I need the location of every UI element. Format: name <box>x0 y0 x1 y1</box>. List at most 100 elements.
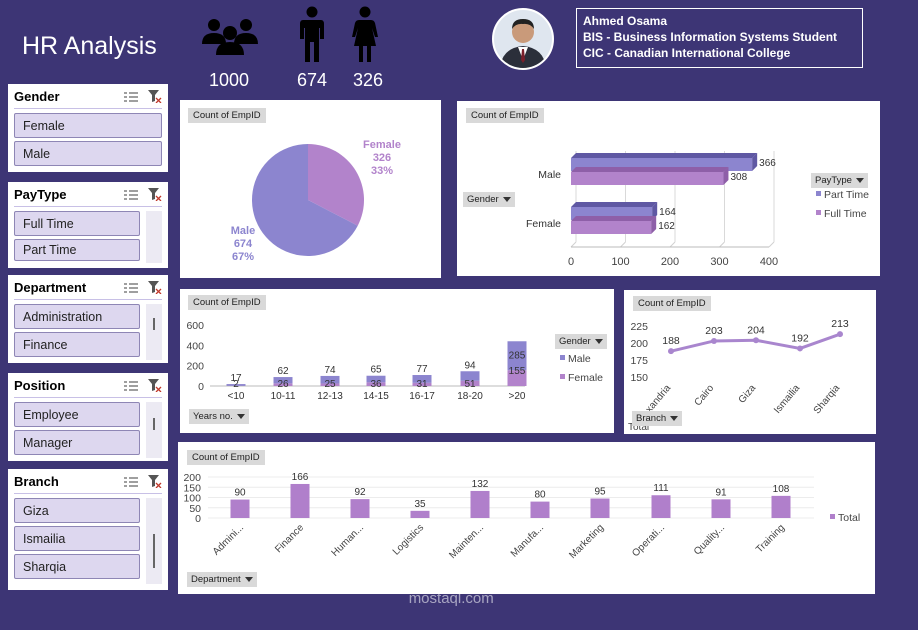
data-label: 35 <box>414 499 426 510</box>
pie-value-male: 674 <box>234 238 253 250</box>
slicer-title: Department <box>14 280 87 295</box>
y-tick-label: 100 <box>183 493 201 505</box>
gender-pie-panel: Count of EmpID Female 326 33% Male 674 67% <box>180 100 441 278</box>
slicer-scrollbar[interactable] <box>146 498 162 584</box>
bar-side <box>723 167 729 185</box>
pie-slice-male <box>252 144 358 256</box>
multi-select-icon[interactable] <box>124 189 138 201</box>
clear-filter-icon[interactable] <box>148 90 162 103</box>
line-point <box>668 348 674 355</box>
data-label-male: 17 <box>230 373 242 384</box>
data-label: 92 <box>354 487 366 498</box>
multi-select-icon[interactable] <box>124 476 138 488</box>
y-tick-label: 0 <box>195 513 201 525</box>
slicer-item-administration[interactable]: Administration <box>14 304 140 329</box>
value-field-tag[interactable]: Count of EmpID <box>187 450 265 465</box>
value-field-tag[interactable]: Count of EmpID <box>188 108 266 123</box>
slicer-item-ismailia[interactable]: Ismailia <box>14 526 140 551</box>
value-field-tag[interactable]: Count of EmpID <box>188 295 266 310</box>
category-label: Mainten... <box>447 522 486 561</box>
slicer-title: Branch <box>14 474 59 489</box>
years-column-chart: 0 200 400 600 <10 172 10-11 62 26 12-13 74 25 14-15 6… <box>186 320 603 402</box>
grid-foot <box>620 241 626 248</box>
bar-department <box>530 501 550 518</box>
pie-value-female: 326 <box>373 152 391 164</box>
legend-swatch <box>560 374 565 379</box>
bar-side <box>651 216 657 234</box>
slicer-item-manager[interactable]: Manager <box>14 430 140 455</box>
category-label: Sharqia <box>812 383 843 417</box>
clear-filter-icon[interactable] <box>148 188 162 201</box>
category-label: Male <box>538 169 561 181</box>
branch-line-panel: Count of EmpID 150 175 200 225 188 xandria 203… <box>624 290 876 434</box>
category-label: Marketing <box>567 522 606 561</box>
years-field-button[interactable]: Years no. <box>189 409 249 424</box>
bar-department <box>290 483 310 518</box>
legend-label: Male <box>568 353 591 365</box>
slicer-item-sharqia[interactable]: Sharqia <box>14 554 140 579</box>
category-label: Female <box>526 218 561 230</box>
paytype-field-button[interactable]: PayType <box>811 173 868 188</box>
bar-female <box>273 383 293 386</box>
x-tick-label: 0 <box>568 256 574 268</box>
profile-card: Ahmed Osama BIS - Business Information S… <box>576 8 863 68</box>
total-fragment: Total <box>628 422 649 433</box>
branch-field-button[interactable]: Branch <box>632 411 683 426</box>
clear-filter-icon[interactable] <box>148 281 162 294</box>
clear-filter-icon[interactable] <box>148 475 162 488</box>
multi-select-icon[interactable] <box>124 282 138 294</box>
slicer-item-employee[interactable]: Employee <box>14 402 140 427</box>
x-tick-label: 200 <box>661 256 679 268</box>
line-point <box>711 337 717 344</box>
legend-label: Female <box>568 372 603 384</box>
y-tick-label: 200 <box>186 361 204 373</box>
clear-filter-icon[interactable] <box>148 379 162 392</box>
slicer-item-female[interactable]: Female <box>14 113 162 138</box>
multi-select-icon[interactable] <box>124 380 138 392</box>
category-label: 18-20 <box>457 391 483 402</box>
slicer-item-giza[interactable]: Giza <box>14 498 140 523</box>
bar-department <box>711 499 731 518</box>
bar-female <box>366 382 386 386</box>
multi-select-icon[interactable] <box>124 91 138 103</box>
data-label: 95 <box>594 487 606 498</box>
paytype-slicer: PayType Full Time Part Time <box>8 182 168 268</box>
grid-foot <box>570 241 577 248</box>
department-field-button[interactable]: Department <box>187 572 257 587</box>
app-title: HR Analysis <box>22 32 157 60</box>
gender-legend-button[interactable]: Gender <box>555 334 607 349</box>
slicer-title: Gender <box>14 89 60 104</box>
gender-field-button[interactable]: Gender <box>463 192 515 207</box>
slicer-scrollbar[interactable] <box>146 402 162 458</box>
line-point <box>753 337 759 344</box>
y-tick-label: 600 <box>186 320 204 332</box>
data-label-female: 51 <box>464 379 476 390</box>
category-label: >20 <box>509 391 526 402</box>
data-label: 164 <box>659 207 676 218</box>
slicer-scrollbar[interactable] <box>146 211 162 263</box>
bar-top <box>571 216 657 221</box>
value-field-tag[interactable]: Count of EmpID <box>466 108 544 123</box>
y-tick-label: 200 <box>183 472 201 484</box>
y-tick-label: 200 <box>630 338 648 350</box>
value-field-tag[interactable]: Count of EmpID <box>633 296 711 311</box>
gender-slicer: Gender Female Male <box>8 84 168 172</box>
y-tick-label: 0 <box>198 381 204 393</box>
category-label: Quality... <box>692 522 727 557</box>
position-slicer: Position Employee Manager <box>8 373 168 461</box>
bar-side <box>652 202 658 220</box>
bar-male <box>226 384 246 386</box>
data-label-male: 285 <box>509 350 526 361</box>
slicer-item-male[interactable]: Male <box>14 141 162 166</box>
data-label-female: 25 <box>324 379 336 390</box>
male-icon <box>300 6 324 62</box>
data-label: 80 <box>534 490 546 501</box>
bar-female <box>320 383 340 386</box>
legend-swatch <box>816 191 821 196</box>
slicer-item-part-time[interactable]: Part Time <box>14 239 140 261</box>
slicer-item-full-time[interactable]: Full Time <box>14 211 140 236</box>
slicer-scrollbar[interactable] <box>146 304 162 360</box>
slicer-item-finance[interactable]: Finance <box>14 332 140 357</box>
pie-percent-female: 33% <box>371 165 393 177</box>
bar-department <box>590 498 610 518</box>
